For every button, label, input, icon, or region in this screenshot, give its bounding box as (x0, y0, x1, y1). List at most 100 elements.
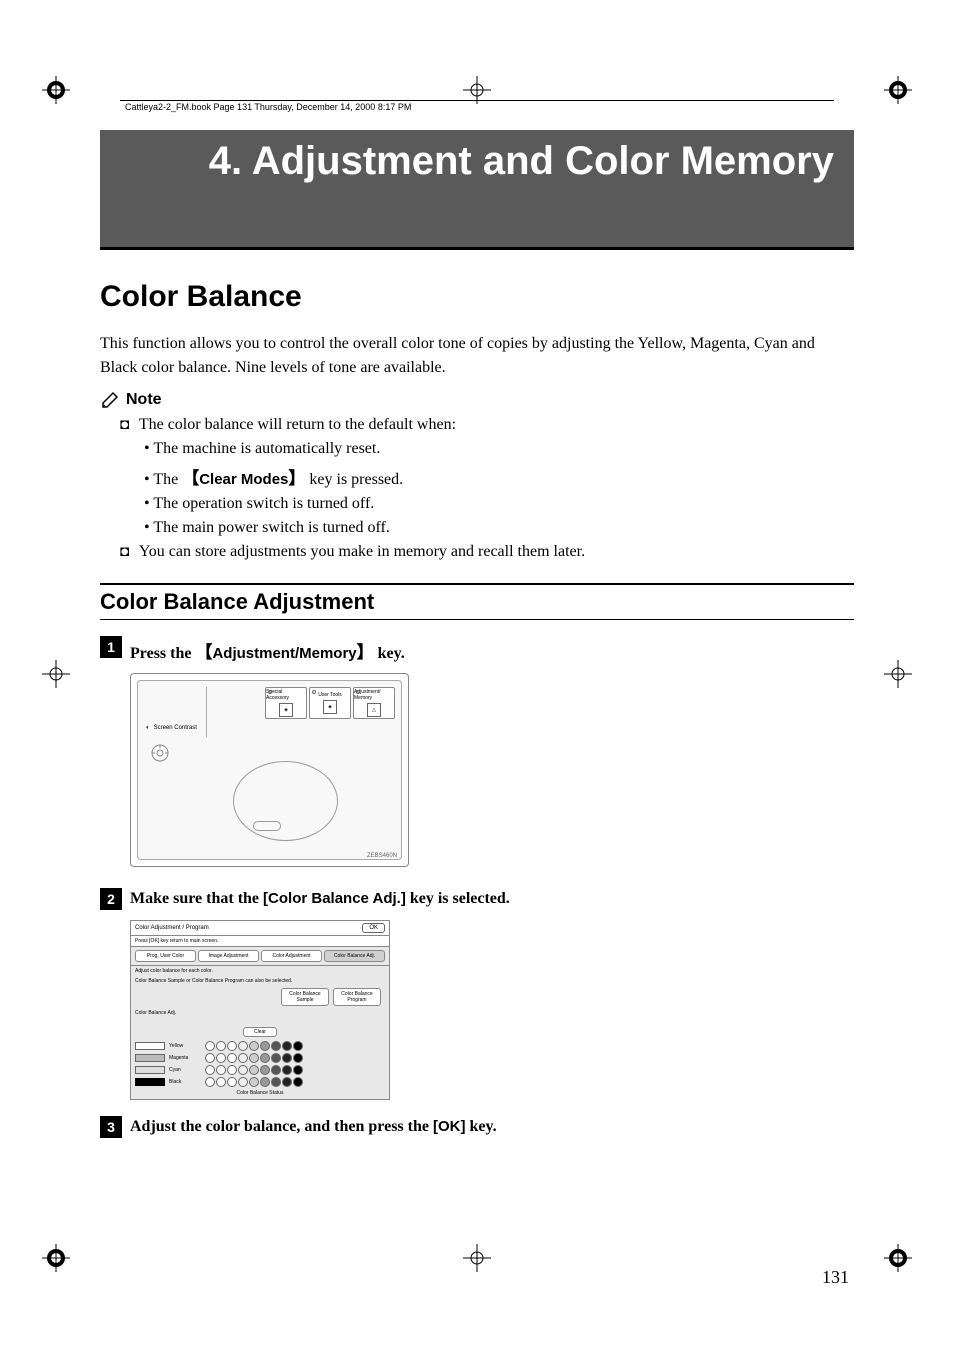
page-content: 4. Adjustment and Color Memory Color Bal… (100, 130, 854, 1248)
tone-level-circles (205, 1077, 303, 1087)
header-rule (120, 100, 834, 101)
color-swatch-icon (135, 1042, 165, 1050)
tone-circle-icon (216, 1053, 226, 1063)
note-header: Note (100, 390, 854, 410)
crop-mark-top-left (42, 76, 70, 104)
step-1: 1 Press the 【Adjustment/Memory】 key. (100, 636, 854, 663)
color-name-label: Black (169, 1079, 201, 1085)
diamond-icon: ◈ (279, 703, 293, 717)
ss-midbtn-program: Color Balance Program (333, 988, 381, 1006)
chapter-title: 4. Adjustment and Color Memory (100, 130, 854, 184)
tone-circle-icon (227, 1077, 237, 1087)
tone-circle-icon (205, 1041, 215, 1051)
tone-circle-icon (205, 1077, 215, 1087)
ss-footer: Color Balance Status (131, 1088, 389, 1099)
chapter-header: 4. Adjustment and Color Memory (100, 130, 854, 250)
tone-circle-icon (282, 1041, 292, 1051)
panel-btn-user-tools: User Tools ◈ (309, 687, 351, 719)
tone-circle-icon (293, 1065, 303, 1075)
ss-color-row: Magenta (131, 1052, 389, 1064)
led-icon (356, 690, 360, 694)
tone-circle-icon (293, 1053, 303, 1063)
color-swatch-icon (135, 1054, 165, 1062)
note-sub-3: The operation switch is turned off. (144, 495, 854, 513)
note-label: Note (126, 391, 162, 409)
ss-label: Color Balance Adj. (131, 1008, 389, 1018)
crop-mark-top-right (884, 76, 912, 104)
ss-mid-buttons: Color Balance Sample Color Balance Progr… (131, 986, 389, 1008)
step-2: 2 Make sure that the [Color Balance Adj.… (100, 888, 854, 910)
tone-circle-icon (238, 1053, 248, 1063)
tone-level-circles (205, 1065, 303, 1075)
page-number: 131 (822, 1267, 849, 1288)
ss-header: Color Adjustment / Program OK (131, 921, 389, 936)
step-1-number: 1 (100, 636, 122, 658)
key-name-color-balance-adj: [Color Balance Adj.] (263, 890, 406, 907)
key-bracket-close: 】 (288, 464, 305, 489)
panel-btn-special-accessory: Special Accessory ◈ (265, 687, 307, 719)
tone-circle-icon (260, 1077, 270, 1087)
color-name-label: Magenta (169, 1055, 201, 1061)
ss-tabs: Prog. User Color Image Adjustment Color … (131, 947, 389, 966)
ss-title: Color Adjustment / Program (135, 925, 209, 931)
ss-color-row: Cyan (131, 1064, 389, 1076)
step-3-number: 3 (100, 1116, 122, 1138)
tone-circle-icon (216, 1065, 226, 1075)
tone-circle-icon (205, 1065, 215, 1075)
color-name-label: Yellow (169, 1043, 201, 1049)
tone-circle-icon (271, 1065, 281, 1075)
step-1-text: Press the 【Adjustment/Memory】 key. (130, 636, 405, 663)
tone-circle-icon (249, 1053, 259, 1063)
ui-screenshot: Color Adjustment / Program OK Press [OK]… (130, 920, 390, 1100)
tone-circle-icon (249, 1041, 259, 1051)
crop-mark-bottom-left (42, 1244, 70, 1272)
key-bracket-open: 【 (182, 464, 199, 489)
screen-contrast-label: ◐ Screen Contrast (146, 725, 197, 731)
tone-circle-icon (271, 1053, 281, 1063)
ss-subtitle: Press [OK] key return to main screen. (131, 936, 389, 947)
ss-tab-1: Image Adjustment (198, 950, 259, 962)
key-name-ok: [OK] (433, 1118, 466, 1135)
tone-circle-icon (238, 1065, 248, 1075)
tone-circle-icon (216, 1077, 226, 1087)
triangle-icon: △ (367, 703, 381, 717)
note-item-2: You can store adjustments you make in me… (120, 543, 854, 561)
note-sublist: The machine is automatically reset. The … (120, 440, 854, 537)
key-bracket-close-icon: 】 (357, 638, 374, 663)
tone-circle-icon (216, 1041, 226, 1051)
note-sub-4: The main power switch is turned off. (144, 519, 854, 537)
tone-circle-icon (249, 1065, 259, 1075)
panel-btn-adjustment-memory: Adjustment/ Memory △ (353, 687, 395, 719)
pencil-icon (100, 390, 120, 410)
key-bracket-open-icon: 【 (195, 638, 212, 663)
print-mark-left (42, 660, 70, 688)
tone-circle-icon (260, 1053, 270, 1063)
tone-circle-icon (282, 1065, 292, 1075)
color-name-label: Cyan (169, 1067, 201, 1073)
print-mark-right (884, 660, 912, 688)
ss-info1: Adjust color balance for each color. (131, 966, 389, 976)
tone-circle-icon (271, 1077, 281, 1087)
panel-buttons: Special Accessory ◈ User Tools ◈ Adjustm… (265, 687, 395, 719)
ss-color-row: Yellow (131, 1040, 389, 1052)
tone-circle-icon (282, 1077, 292, 1087)
key-name-clear-modes: Clear Modes (199, 471, 288, 488)
ss-clear-button: Clear (243, 1027, 277, 1037)
panel-button-icon (253, 821, 281, 831)
ss-tab-0: Prog. User Color (135, 950, 196, 962)
tone-circle-icon (205, 1053, 215, 1063)
crop-mark-bottom-right (884, 1244, 912, 1272)
section-title: Color Balance (100, 280, 854, 314)
ss-tab-2: Color Adjustment (261, 950, 322, 962)
tone-circle-icon (293, 1077, 303, 1087)
step-2-text: Make sure that the [Color Balance Adj.] … (130, 888, 510, 908)
section-intro: This function allows you to control the … (100, 332, 854, 380)
tone-circle-icon (238, 1077, 248, 1087)
tone-level-circles (205, 1053, 303, 1063)
tone-circle-icon (260, 1065, 270, 1075)
led-icon (312, 690, 316, 694)
subsection-title: Color Balance Adjustment (100, 583, 854, 620)
ss-color-row: Black (131, 1076, 389, 1088)
tone-circle-icon (227, 1053, 237, 1063)
tone-circle-icon (238, 1041, 248, 1051)
